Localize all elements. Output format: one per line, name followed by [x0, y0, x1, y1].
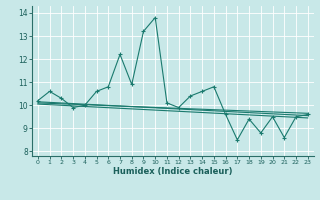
X-axis label: Humidex (Indice chaleur): Humidex (Indice chaleur): [113, 167, 233, 176]
